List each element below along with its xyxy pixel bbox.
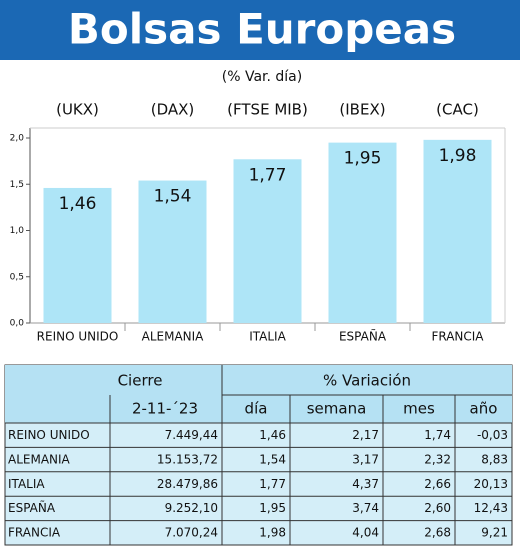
table-cell: 1,54	[259, 452, 286, 466]
x-tick-label: ESPAÑA	[339, 329, 387, 344]
index-label: (DAX)	[151, 101, 195, 119]
value-label: 1,54	[154, 187, 192, 207]
table-cell: 2,66	[424, 477, 451, 491]
table-cell: FRANCIA	[8, 526, 61, 540]
y-tick-label: 1,0	[10, 226, 25, 236]
table-cell: 7.449,44	[165, 428, 218, 442]
index-label: (CAC)	[436, 101, 479, 119]
index-label: (IBEX)	[339, 101, 385, 119]
table-cell: 1,98	[259, 526, 286, 540]
bar	[43, 187, 112, 323]
index-label: (FTSE MIB)	[227, 101, 308, 119]
table-subheader: semana	[307, 400, 367, 418]
table-cell: 4,04	[352, 526, 379, 540]
x-tick-label: FRANCIA	[431, 330, 484, 344]
x-tick-label: ITALIA	[249, 330, 286, 344]
chart-subtitle: (% Var. día)	[222, 69, 302, 85]
table-subheader: 2-11-´23	[132, 400, 198, 418]
bar	[328, 142, 397, 323]
table-header: Cierre	[118, 372, 163, 390]
table-cell: 20,13	[474, 477, 508, 491]
value-label: 1,46	[59, 194, 97, 214]
table-cell: 28.479,86	[157, 477, 218, 491]
table-subheader: año	[470, 400, 498, 418]
chart-title: Bolsas Europeas	[68, 5, 456, 54]
bar	[423, 139, 492, 323]
table-cell: 1,46	[259, 428, 286, 442]
table-cell: 12,43	[474, 501, 508, 515]
table-cell: 9.252,10	[165, 501, 218, 515]
x-tick-label: REINO UNIDO	[37, 330, 119, 344]
table-cell: 1,95	[259, 501, 286, 515]
table-cell: 2,60	[424, 501, 451, 515]
value-label: 1,77	[249, 165, 287, 185]
table-header-bg	[5, 365, 512, 423]
table-cell: 15.153,72	[157, 452, 218, 466]
bar	[233, 159, 302, 323]
y-tick-label: 2,0	[10, 134, 25, 144]
table-cell: 8,83	[481, 452, 508, 466]
table-cell: 9,21	[481, 526, 508, 540]
value-label: 1,98	[439, 146, 477, 166]
table-cell: 3,17	[352, 452, 379, 466]
x-tick-label: ALEMANIA	[142, 330, 205, 344]
table-cell: ITALIA	[8, 477, 45, 491]
table-cell: ALEMANIA	[8, 452, 71, 466]
y-tick-label: 1,5	[10, 180, 24, 190]
table-header: % Variación	[323, 372, 411, 390]
table-cell: 2,68	[424, 526, 451, 540]
table-cell: 2,32	[424, 452, 451, 466]
y-tick-label: 0,0	[10, 319, 25, 329]
table-cell: REINO UNIDO	[8, 428, 90, 442]
title-banner	[0, 0, 520, 60]
index-label: (UKX)	[56, 101, 99, 119]
table-subheader: día	[245, 400, 268, 418]
table-cell: 4,37	[352, 477, 379, 491]
table-cell: 2,17	[352, 428, 379, 442]
y-tick-label: 0,5	[10, 272, 24, 282]
table-cell: 7.070,24	[165, 526, 218, 540]
table-cell: 1,74	[424, 428, 451, 442]
table-cell: 1,77	[259, 477, 286, 491]
table-cell: ESPAÑA	[8, 500, 56, 515]
value-label: 1,95	[344, 149, 382, 169]
table-cell: -0,03	[477, 428, 508, 442]
table-subheader: mes	[403, 400, 435, 418]
bar	[138, 180, 207, 323]
table-cell: 3,74	[352, 501, 379, 515]
